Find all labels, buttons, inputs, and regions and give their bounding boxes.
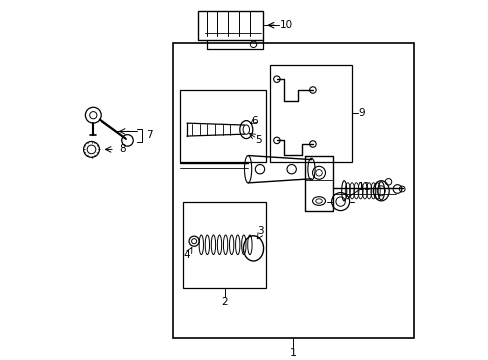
Text: 4: 4 <box>183 250 190 260</box>
Text: 1: 1 <box>289 348 296 358</box>
Bar <box>172 43 413 338</box>
Text: 6: 6 <box>250 116 257 126</box>
Text: 7: 7 <box>145 130 152 140</box>
Text: 9: 9 <box>357 108 364 118</box>
Text: 10: 10 <box>279 20 292 30</box>
Text: 2: 2 <box>221 297 227 307</box>
Bar <box>179 90 265 162</box>
Bar <box>269 65 352 162</box>
Text: 8: 8 <box>119 144 125 154</box>
Bar <box>197 11 262 40</box>
Text: 11: 11 <box>357 182 370 192</box>
Text: 3: 3 <box>257 226 264 236</box>
Bar <box>183 202 265 288</box>
Text: 5: 5 <box>255 135 262 145</box>
